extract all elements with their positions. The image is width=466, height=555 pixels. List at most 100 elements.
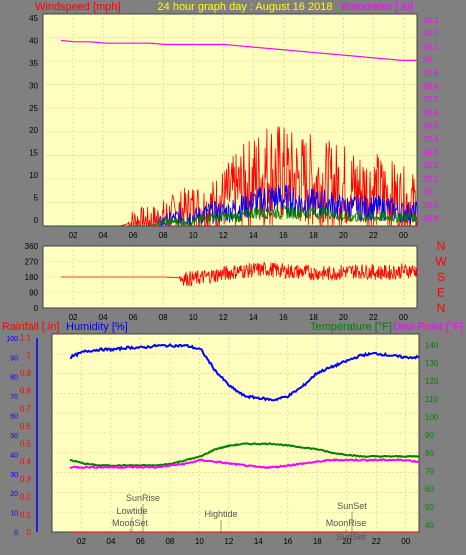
chart-title: 24 hour graph day : August 16 2018 [158,1,333,13]
windspeed-tick-label: 40 [29,36,38,45]
direction-x-ticks: 02 04 06 08 10 12 14 16 18 20 22 00 [69,313,409,322]
humidity-tick-label: 80 [10,375,18,382]
rainfall-tick-label: 0.4 [20,457,32,466]
barometer-tick-label: 29 [423,188,432,197]
x-tick-label: 08 [159,231,168,240]
temperature-tick-label: 60 [425,485,434,494]
barometer-ticks: 28.8 28.9 29 29.1 29.2 29.3 29.4 29.5 29.6 29.7 29… [423,16,439,223]
wind-x-ticks: 02 04 06 08 10 12 14 16 18 20 22 00 [69,231,409,240]
x-tick-label: 06 [129,231,138,240]
barometer-tick-label: 29.4 [423,135,439,144]
x-tick-label: 08 [165,537,174,546]
x-tick-label: 06 [129,313,138,322]
x-tick-label: 18 [309,231,318,240]
x-tick-label: 12 [224,537,233,546]
rainfall-tick-label: 0 [27,528,32,537]
temperature-tick-label: 110 [425,395,438,404]
weather-x-ticks: 02 04 06 08 10 12 14 16 18 20 22 00 [77,537,411,546]
barometer-tick-label: 29.9 [423,69,439,78]
humidity-tick-label: 0 [14,530,18,537]
direction-tick-label: 360 [25,242,39,251]
barometer-tick-label: 30 [423,56,432,65]
windspeed-tick-label: 30 [29,81,38,90]
x-tick-label: 18 [309,313,318,322]
x-tick-label: 08 [159,313,168,322]
windspeed-tick-label: 25 [29,104,38,113]
x-tick-label: 18 [313,537,322,546]
x-tick-label: 04 [99,313,108,322]
wind-direction-line [61,262,418,287]
x-tick-label: 12 [219,231,228,240]
x-tick-label: 06 [136,537,145,546]
barometer-tick-label: 29.1 [423,174,439,183]
windspeed-tick-label: 45 [29,14,38,23]
direction-tick-label: 180 [25,273,39,282]
rainfall-ticks: 0 0.1 0.2 0.3 0.4 0.5 0.6 0.7 0.8 0.9 1 1.1 [20,334,32,537]
barometer-tick-label: 28.9 [423,201,439,210]
compass-label: N [437,239,446,253]
x-tick-label: 12 [219,313,228,322]
x-tick-label: 22 [369,231,378,240]
humidity-tick-label: 90 [10,355,18,362]
temperature-tick-label: 140 [425,341,439,350]
rainfall-tick-label: 0.9 [20,369,32,378]
barometer-tick-label: 29.2 [423,161,439,170]
dewpoint-axis-label: Dew Point [°F] [393,321,463,333]
humidity-tick-label: 100 [6,336,18,343]
rainfall-tick-label: 1 [27,351,32,360]
rainfall-tick-label: 0.1 [20,510,32,519]
humidity-tick-label: 60 [10,414,18,421]
event-labels: SunRise Lowtide MoonSet Hightide SunSet MoonR… [112,493,367,543]
temperature-axis-label: Temperature [°F] [310,321,392,333]
direction-tick-label: 0 [34,304,39,313]
x-tick-label: 14 [249,313,258,322]
windspeed-tick-label: 35 [29,59,38,68]
x-tick-label: 00 [401,537,410,546]
event-label: SunSet [336,532,366,542]
rainfall-tick-label: 0.5 [20,440,32,449]
event-label: SunSet [337,501,367,511]
humidity-ticks: 0 10 20 30 40 50 60 70 80 90 100 [6,336,18,537]
barometer-tick-label: 28.8 [423,214,439,223]
windspeed-tick-label: 5 [34,194,39,203]
event-label: Lowtide [116,506,147,516]
x-tick-label: 22 [369,313,378,322]
rainfall-axis-label: Rainfall [.in] [2,321,59,333]
rainfall-tick-label: 0.7 [20,404,32,413]
temperature-tick-label: 80 [425,449,434,458]
event-label: Hightide [204,509,237,519]
rainfall-tick-label: 0.8 [20,387,32,396]
temperature-tick-label: 120 [425,377,439,386]
windspeed-tick-label: 15 [29,149,38,158]
windspeed-tick-label: 20 [29,126,38,135]
windspeed-tick-label: 0 [34,216,39,225]
x-tick-label: 10 [189,231,198,240]
windspeed-axis-label: Windspeed [mph] [35,1,121,13]
data-marks [36,39,420,533]
x-tick-label: 02 [69,231,78,240]
temperature-tick-label: 90 [425,431,434,440]
rainfall-tick-label: 1.1 [20,334,32,343]
barometer-tick-label: 29.3 [423,148,439,157]
temperature-tick-label: 100 [425,413,439,422]
temperature-ticks: 40 50 60 70 80 90 100 110 120 130 140 [425,341,439,530]
temperature-tick-label: 50 [425,503,434,512]
humidity-tick-label: 20 [10,491,18,498]
x-tick-label: 22 [372,537,381,546]
barometer-tick-label: 29.6 [423,108,439,117]
humidity-line [69,343,420,402]
x-tick-label: 10 [195,537,204,546]
x-tick-label: 14 [249,231,258,240]
windspeed-tick-label: 10 [29,171,38,180]
temperature-tick-label: 130 [425,359,439,368]
event-label: SunRise [126,493,160,503]
event-label: MoonSet [112,518,149,528]
humidity-tick-label: 10 [10,511,18,518]
x-tick-label: 00 [399,231,408,240]
rainfall-tick-label: 0.3 [20,475,32,484]
dewpoint-line [69,458,420,470]
barometer-tick-label: 29.5 [423,122,439,131]
x-tick-label: 16 [279,231,288,240]
humidity-tick-label: 30 [10,472,18,479]
